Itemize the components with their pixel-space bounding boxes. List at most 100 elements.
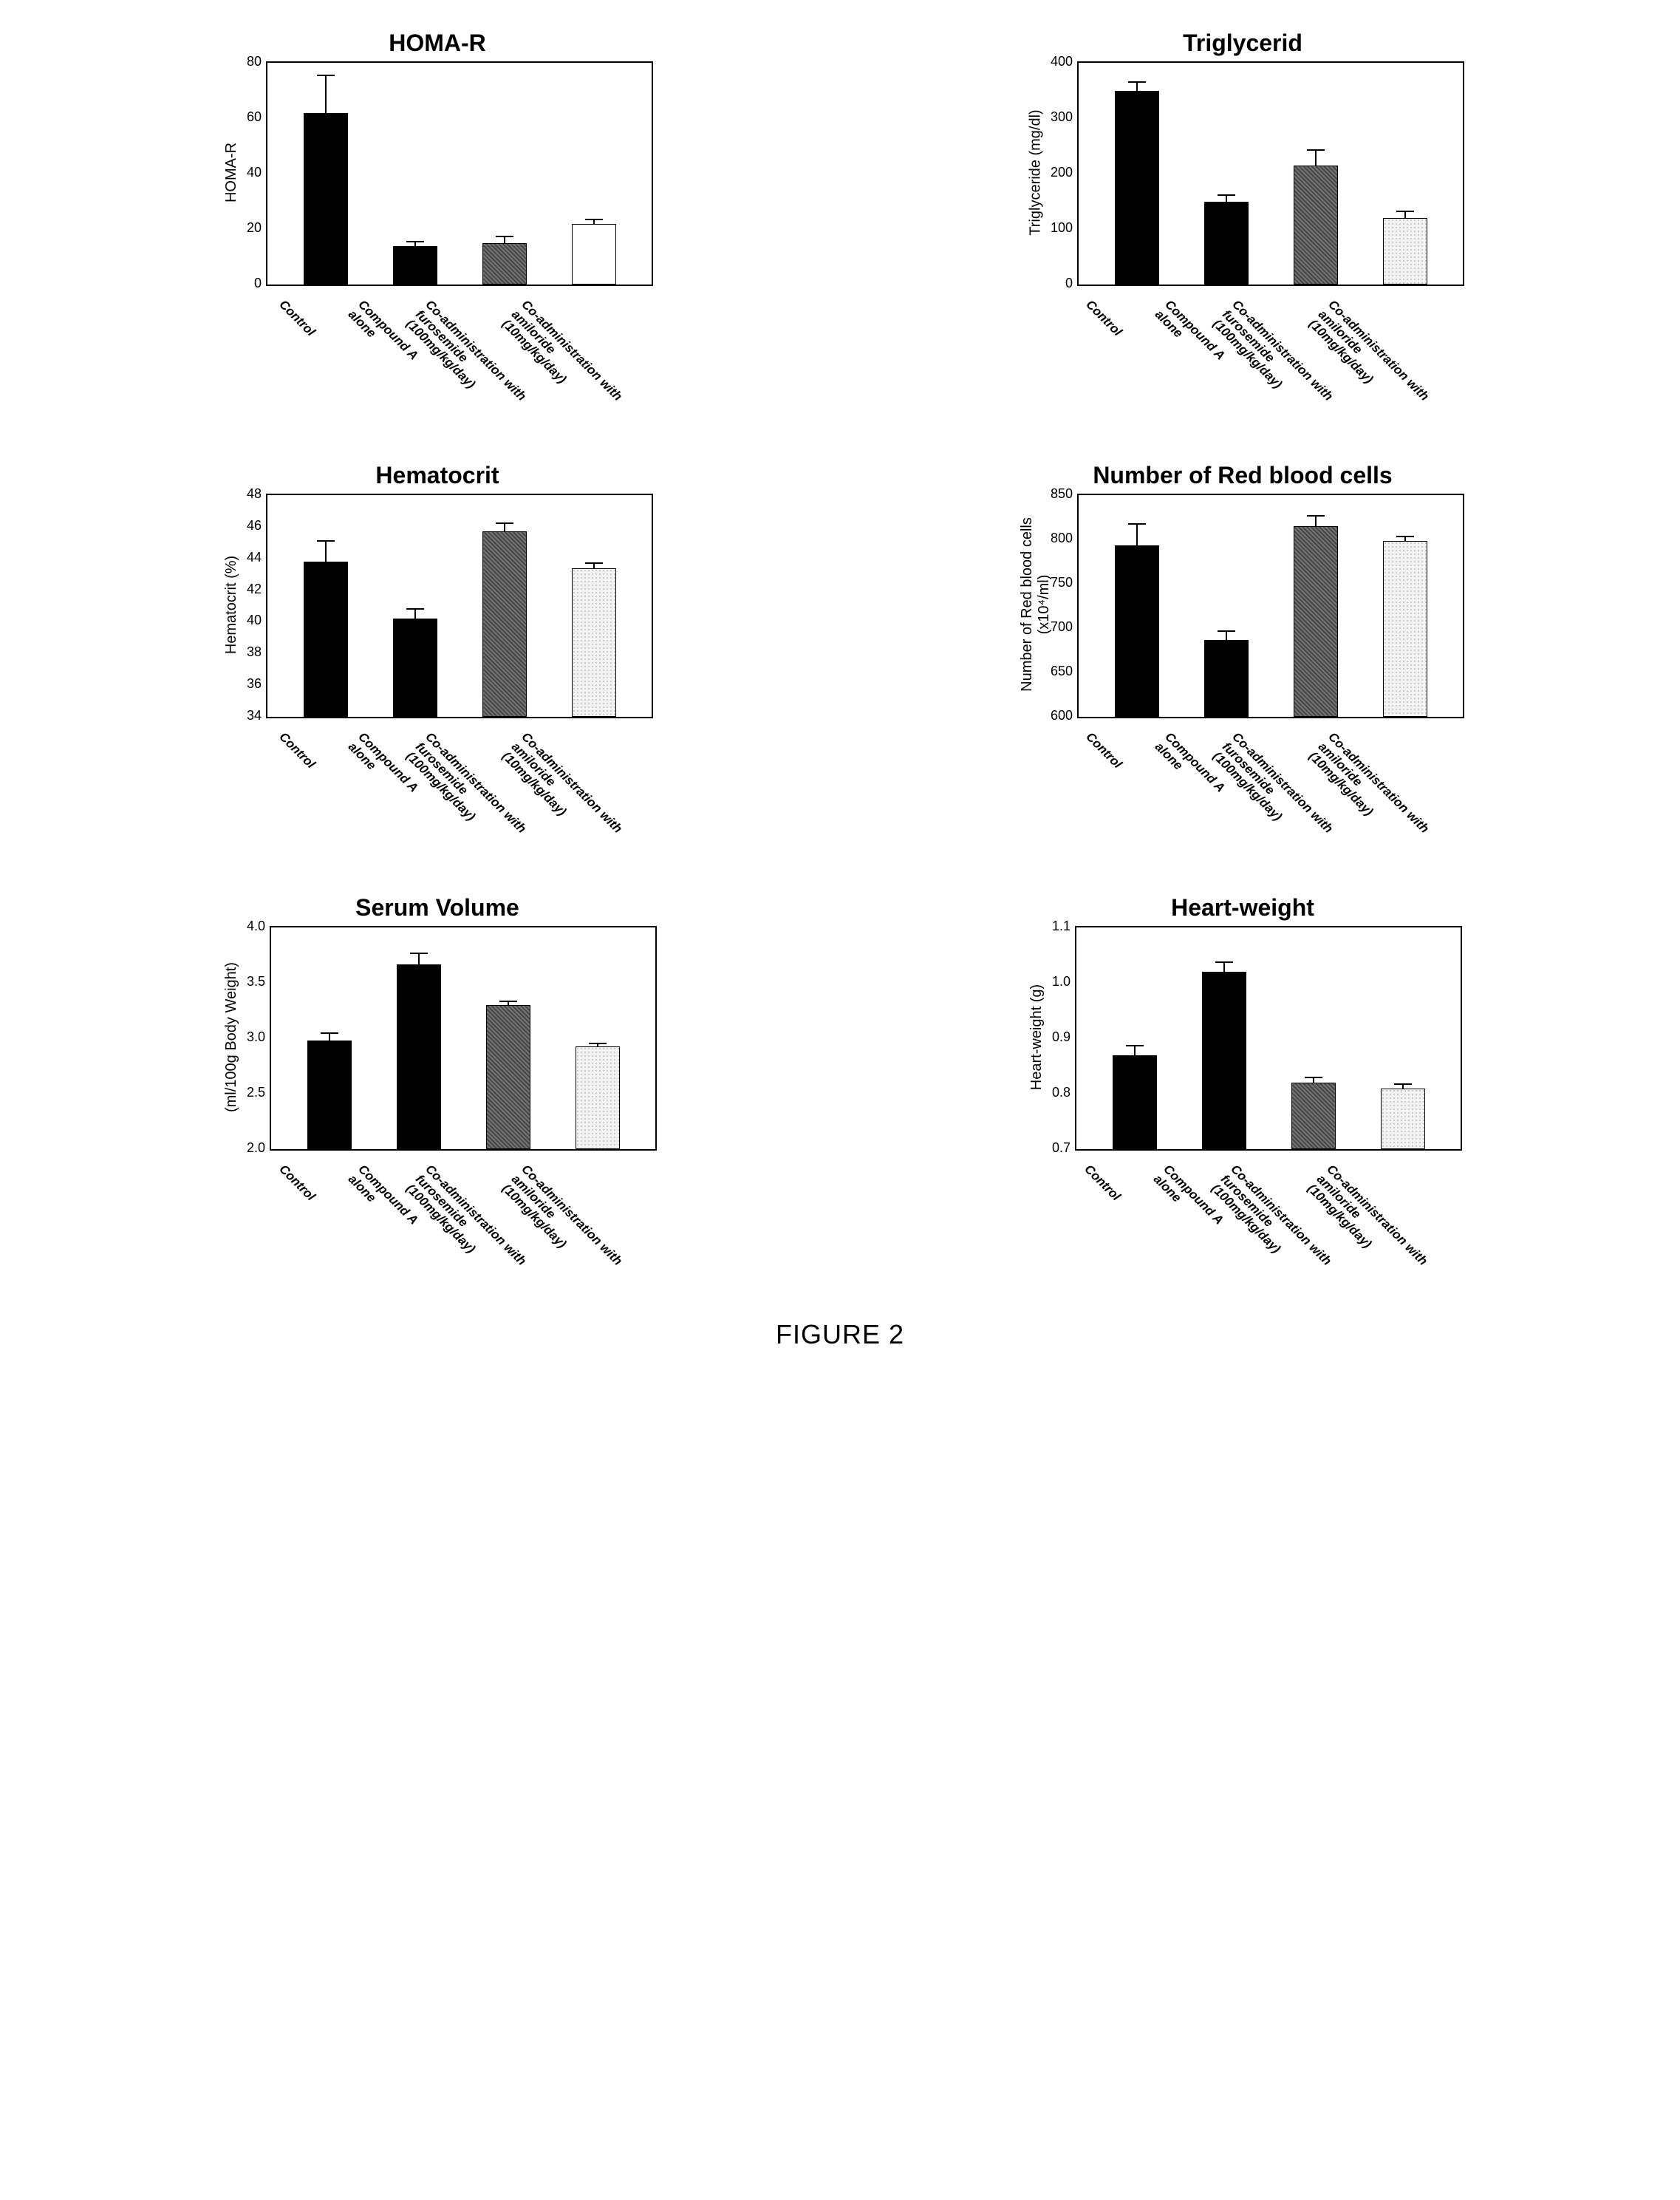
bar-wrap <box>1190 495 1262 717</box>
error-bar <box>1136 81 1138 92</box>
plot-area <box>266 494 653 718</box>
error-bar <box>508 1001 509 1007</box>
plot-area <box>266 61 653 286</box>
bar-wrap <box>290 63 361 285</box>
bar <box>572 568 616 717</box>
error-bar <box>418 953 420 965</box>
y-ticks: 850800750700650600 <box>1051 494 1077 715</box>
chart-panel-rbc: Number of Red blood cellsNumber of Red b… <box>870 462 1616 850</box>
bar <box>397 964 441 1150</box>
chart-panel-serum_volume: Serum Volume(ml/100g Body Weight)4.03.53… <box>64 894 810 1282</box>
chart-title: Triglycerid <box>1183 30 1302 57</box>
bar-wrap <box>379 63 451 285</box>
x-tick-label: Compound Aalone <box>346 1162 420 1237</box>
x-tick-label: Compound Aalone <box>1153 730 1227 805</box>
error-bar <box>1226 630 1227 640</box>
plot-area <box>1077 494 1464 718</box>
bar-wrap <box>383 927 454 1149</box>
bar-wrap <box>472 927 544 1149</box>
chart-title: Hematocrit <box>375 462 499 489</box>
error-bar <box>593 219 595 225</box>
bar <box>482 531 527 717</box>
bar-wrap <box>558 63 629 285</box>
y-axis-label: Triglyceride (mg/dl) <box>1027 109 1044 235</box>
error-bar <box>1226 194 1227 202</box>
bar <box>1294 526 1338 717</box>
bar-wrap <box>1369 63 1441 285</box>
y-ticks: 1.11.00.90.80.7 <box>1052 926 1075 1148</box>
bar <box>1115 545 1159 717</box>
bar-wrap <box>1280 63 1351 285</box>
error-bar <box>504 236 505 244</box>
error-bar <box>1134 1045 1136 1056</box>
plot-area <box>270 926 657 1151</box>
x-tick-label: Control <box>1083 730 1124 772</box>
x-tick-label: Compound Aalone <box>1153 298 1227 372</box>
bar <box>393 619 437 717</box>
chart-title: HOMA-R <box>389 30 486 57</box>
bar <box>1291 1083 1336 1149</box>
bar <box>1204 202 1249 285</box>
x-tick-label: Control <box>276 1162 318 1204</box>
bar <box>307 1041 352 1149</box>
y-ticks: 4846444240383634 <box>247 494 266 715</box>
bar-wrap <box>561 927 633 1149</box>
chart-panel-triglycerid: Triglycerid Triglyceride (mg/dl) 400300200… <box>870 30 1616 418</box>
figure-caption: FIGURE 2 <box>30 1319 1650 1350</box>
x-tick-label: Control <box>276 298 318 339</box>
bar-wrap <box>1188 927 1260 1149</box>
x-labels: ControlCompound AaloneCo-administration … <box>247 718 658 850</box>
bar-wrap <box>1099 927 1170 1149</box>
error-bar <box>597 1043 598 1047</box>
chart-title: Heart-weight <box>1171 894 1314 922</box>
x-labels: ControlCompound AaloneCo-administration … <box>1054 718 1464 850</box>
chart-title: Number of Red blood cells <box>1093 462 1392 489</box>
chart-panel-heart_weight: Heart-weight Heart-weight (g) 1.11.00.90.8… <box>870 894 1616 1282</box>
bar <box>304 113 348 285</box>
chart-panel-homa_r: HOMA-R HOMA-R 806040200 ControlCompound Aal… <box>64 30 810 418</box>
error-bar <box>1315 515 1317 527</box>
error-bar <box>325 540 327 562</box>
error-bar <box>1223 961 1225 973</box>
x-tick-label: Control <box>1083 298 1124 339</box>
y-ticks: 4003002001000 <box>1051 61 1077 283</box>
bar-wrap <box>1101 63 1172 285</box>
x-tick-label: Compound Aalone <box>1151 1162 1226 1237</box>
bar <box>304 562 348 717</box>
bar-wrap <box>1277 927 1349 1149</box>
bar-wrap <box>1369 495 1441 717</box>
bar-wrap <box>1190 63 1262 285</box>
error-bar <box>1315 149 1317 166</box>
bar <box>1204 640 1249 717</box>
y-axis-label: HOMA-R <box>224 142 241 202</box>
error-bar <box>1404 536 1406 542</box>
x-labels: ControlCompound AaloneCo-administration … <box>1054 286 1464 418</box>
error-bar <box>414 241 416 247</box>
bar <box>572 224 616 285</box>
bar-wrap <box>558 495 629 717</box>
bar <box>482 243 527 285</box>
plot-area <box>1075 926 1462 1151</box>
y-ticks: 4.03.53.02.52.0 <box>247 926 270 1148</box>
x-tick-label: Control <box>276 730 318 772</box>
chart-title: Serum Volume <box>355 894 519 922</box>
bar-wrap <box>1101 495 1172 717</box>
bar-wrap <box>290 495 361 717</box>
x-labels: ControlCompound AaloneCo-administration … <box>247 286 658 418</box>
bar-wrap <box>1367 927 1438 1149</box>
y-axis-label: Hematocrit (%) <box>224 555 241 653</box>
bar <box>393 246 437 285</box>
y-ticks: 806040200 <box>247 61 266 283</box>
bar <box>486 1005 530 1149</box>
bar <box>1383 541 1427 717</box>
error-bar <box>504 522 505 532</box>
bar <box>1381 1089 1425 1150</box>
error-bar <box>1404 211 1406 219</box>
bar <box>1383 218 1427 285</box>
bar-wrap <box>468 495 540 717</box>
bar <box>1115 91 1159 285</box>
y-axis-label: Heart-weight (g) <box>1029 984 1046 1089</box>
x-labels: ControlCompound AaloneCo-administration … <box>1052 1151 1463 1282</box>
bar <box>1113 1055 1157 1150</box>
x-labels: ControlCompound AaloneCo-administration … <box>247 1151 658 1282</box>
